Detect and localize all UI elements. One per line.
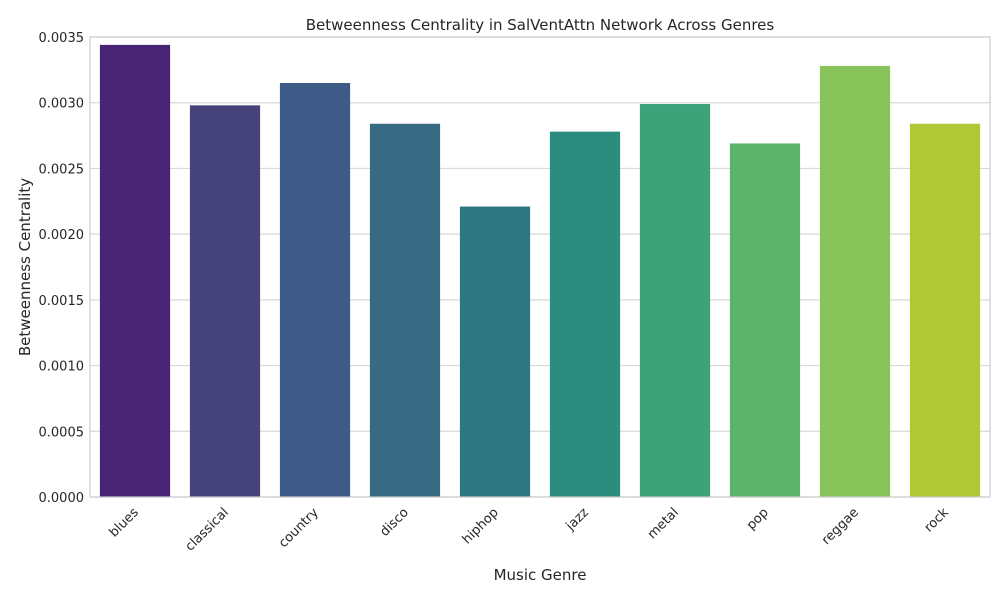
bars [99, 44, 981, 498]
y-tick-label: 0.0000 [39, 491, 85, 506]
bar-disco [369, 123, 441, 497]
y-tick-label: 0.0005 [39, 425, 85, 440]
y-axis-label: Betweenness Centrality [16, 178, 34, 356]
plot-frame [89, 36, 991, 498]
bar-classical [189, 105, 261, 497]
bar-metal [639, 104, 711, 498]
bar-jazz [549, 131, 621, 497]
bar-hiphop [459, 206, 531, 498]
bar-rock [909, 123, 981, 497]
y-tick-label: 0.0010 [39, 360, 85, 375]
x-axis-label: Music Genre [494, 566, 587, 584]
y-tick-label: 0.0020 [39, 228, 85, 243]
y-tick-label: 0.0025 [39, 162, 85, 177]
bar-blues [99, 44, 171, 498]
bar-reggae [819, 65, 891, 498]
y-tick-labels: 0.0000 0.0005 0.0010 0.0015 0.0020 0.0025 0.00… [39, 31, 85, 506]
bar-country [279, 83, 351, 497]
y-tick-label: 0.0015 [39, 294, 85, 309]
y-tick-label: 0.0030 [39, 97, 85, 112]
y-tick-label: 0.0035 [39, 31, 85, 46]
bar-pop [729, 143, 801, 497]
chart-title: Betweenness Centrality in SalVentAttn Ne… [306, 16, 775, 34]
